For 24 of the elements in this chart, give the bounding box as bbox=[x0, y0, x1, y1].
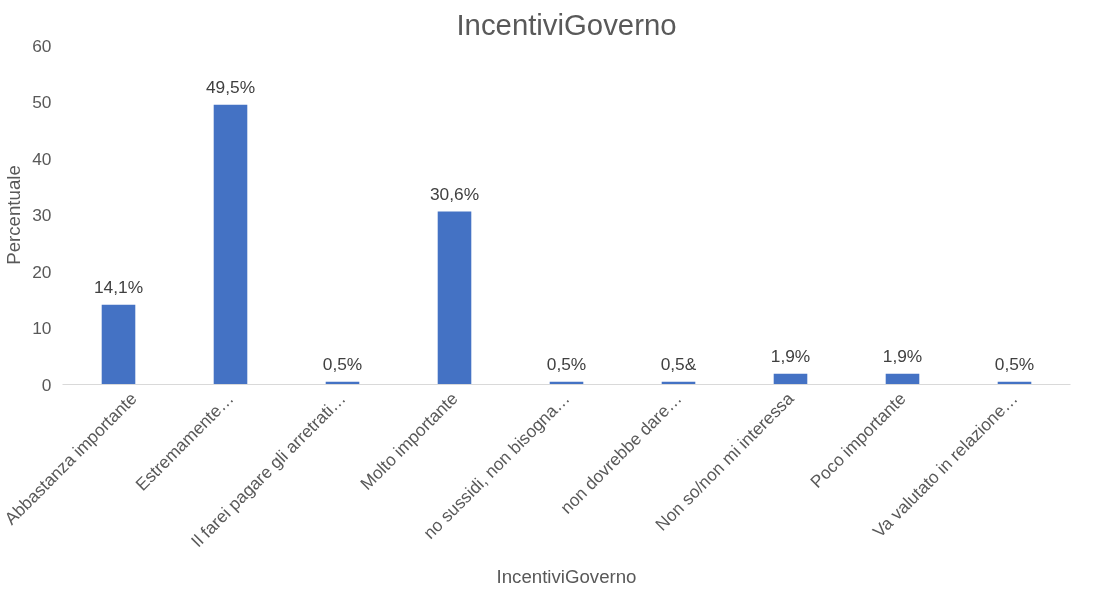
data-label: 0,5& bbox=[660, 353, 697, 374]
y-axis-title: Percentuale bbox=[3, 165, 25, 265]
y-tick-label: 60 bbox=[32, 35, 52, 56]
data-label: 0,5% bbox=[322, 353, 363, 374]
y-tick-label: 50 bbox=[32, 92, 52, 112]
y-tick-label: 40 bbox=[32, 148, 52, 169]
data-label: 1,9% bbox=[770, 345, 811, 366]
y-tick-label: 10 bbox=[32, 318, 52, 338]
y-tick-label: 0 bbox=[41, 374, 52, 395]
bar bbox=[437, 211, 472, 385]
data-label: 14,1% bbox=[93, 276, 144, 297]
bar bbox=[773, 373, 808, 385]
chart-title: IncentiviGoverno bbox=[456, 7, 677, 41]
y-tick-label: 30 bbox=[32, 205, 52, 225]
bar bbox=[885, 373, 920, 385]
bar bbox=[101, 304, 136, 385]
y-tick-label: 20 bbox=[32, 261, 52, 282]
data-label: 1,9% bbox=[882, 345, 923, 366]
data-label: 49,5% bbox=[205, 76, 256, 97]
data-label: 30,6% bbox=[429, 183, 480, 204]
x-axis-title: IncentiviGoverno bbox=[496, 566, 637, 588]
data-label: 0,5% bbox=[994, 353, 1035, 374]
data-label: 0,5% bbox=[546, 353, 587, 374]
bar bbox=[213, 104, 248, 385]
